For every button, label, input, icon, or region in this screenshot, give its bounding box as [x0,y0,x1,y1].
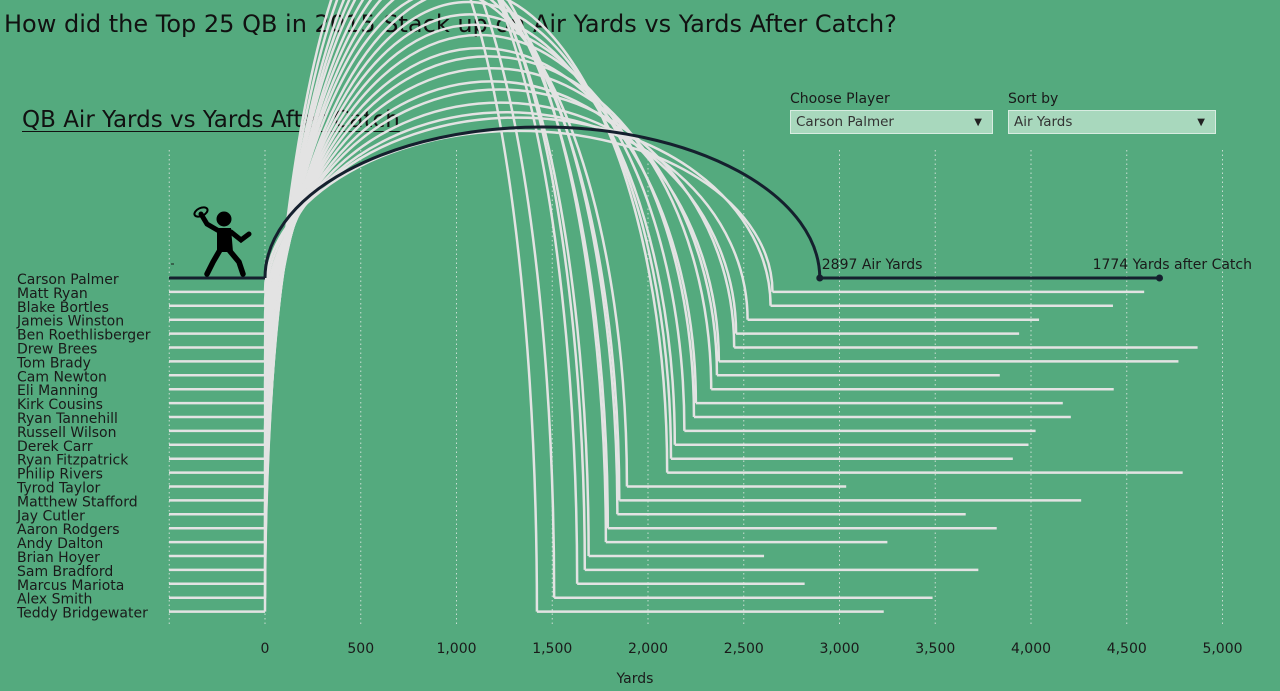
air-yards-endpoint [816,274,824,282]
air-yards-arc [263,47,698,404]
player-mark[interactable] [169,0,765,556]
qb-name-label[interactable]: Eli Manning [17,383,98,399]
player-mark[interactable] [169,88,1198,349]
player-mark[interactable] [169,0,884,613]
air-yards-annotation: 2897 Air Yards [822,257,923,273]
x-axis-label: Yards [616,671,654,687]
gridlines [168,150,1223,626]
dropdown-caret-icon: ▼ [1197,116,1205,128]
air-yards-arc [265,0,608,528]
qb-name-label[interactable]: Carson Palmer [17,272,119,288]
player-filter: Choose Player Carson Palmer ▼ [790,91,993,134]
qb-name-label[interactable]: Cam Newton [17,369,107,385]
x-tick-label: 500 [347,641,374,657]
qb-name-label[interactable]: Andy Dalton [17,536,103,552]
qb-name-label[interactable]: Russell Wilson [17,425,116,441]
sort-select[interactable]: Air Yards ▼ [1008,110,1216,134]
qb-name-label[interactable]: Philip Rivers [17,467,103,483]
air-yards-arc [263,0,539,612]
qb-name-label[interactable]: Jameis Winston [16,314,124,330]
x-tick-label: 2,500 [724,641,764,657]
air-yards-arc [263,66,719,376]
qb-name-label[interactable]: Kirk Cousins [17,397,103,413]
x-tick-label: 3,500 [915,641,955,657]
player-select-value: Carson Palmer [796,114,894,130]
yac-annotation: 1774 Yards after Catch [1093,257,1252,273]
quarterback-throwing-icon [193,206,252,277]
air-yards-arc [263,125,822,279]
qb-name-label[interactable]: Sam Bradford [17,564,113,580]
x-tick-label: 2,000 [628,641,668,657]
yac-endpoint [1155,274,1163,282]
page-title: How did the Top 25 QB in 2015 Stack up o… [4,10,897,38]
qb-name-label[interactable]: Derek Carr [17,439,93,455]
player-mark[interactable] [169,47,1063,405]
player-mark[interactable] [169,0,997,528]
dropdown-caret-icon: ▼ [974,116,982,128]
qb-name-label[interactable]: Matthew Stafford [17,494,138,510]
x-tick-label: 5,000 [1202,641,1242,657]
qb-name-label[interactable]: Ben Roethlisberger [17,328,151,344]
player-mark[interactable] [169,0,979,572]
qb-name-label[interactable]: Ryan Fitzpatrick [17,453,129,469]
x-tick-label: 4,500 [1107,641,1147,657]
qb-name-label[interactable]: Drew Brees [17,342,97,358]
x-tick-label: 3,000 [819,641,859,657]
qb-name-label[interactable]: Teddy Bridgewater [16,606,148,622]
x-tick-label: 1,000 [436,641,476,657]
qb-name-label[interactable]: Alex Smith [17,592,92,608]
x-tick-label: 0 [261,641,270,657]
qb-name-label[interactable]: Blake Bortles [17,300,109,316]
x-tick-label: 1,500 [532,641,572,657]
qb-name-label[interactable]: Matt Ryan [17,286,88,302]
sort-filter: Sort by Air Yards ▼ [1008,91,1216,134]
qb-name-label[interactable]: Jay Cutler [16,508,85,524]
qb-name-label[interactable]: Aaron Rodgers [17,522,120,538]
player-select[interactable]: Carson Palmer ▼ [790,110,993,134]
qb-name-label[interactable]: Tom Brady [16,355,91,371]
sort-filter-label: Sort by [1008,91,1059,107]
sort-select-value: Air Yards [1014,114,1073,130]
x-tick-label: 4,000 [1011,641,1051,657]
qb-name-label[interactable]: Marcus Mariota [17,578,124,594]
player-mark[interactable] [169,125,1163,282]
qb-name-label[interactable]: Tyrod Taylor [16,481,101,497]
player-filter-label: Choose Player [790,91,890,107]
qb-name-label[interactable]: Brian Hoyer [17,550,100,566]
qb-name-label[interactable]: Ryan Tannehill [17,411,118,427]
player-mark[interactable] [169,0,933,598]
